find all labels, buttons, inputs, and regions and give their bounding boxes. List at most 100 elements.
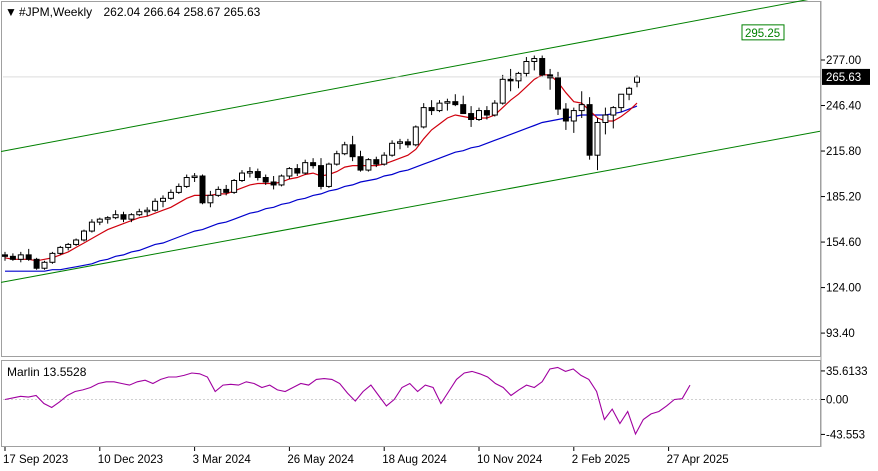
price-tick-label: 124.00 [826,283,861,295]
candle-body [570,110,577,122]
candle-body [239,172,245,181]
candle-body [128,214,135,220]
candle-body [539,58,546,76]
channel-value-box [741,24,785,41]
candle-body [207,194,214,204]
time-tick-label: 18 Aug 2024 [382,454,447,466]
candle-body [610,107,617,116]
candle-body [246,171,253,174]
time-tick-label: 10 Nov 2024 [477,454,543,466]
time-tick-label: 17 Sep 2023 [3,454,68,466]
collapse-arrow-icon[interactable]: ▼ [5,5,17,19]
candle-body [152,200,159,211]
candle-body [160,197,166,202]
candle-body [420,107,427,128]
candle-body [318,165,324,187]
candle-body [65,243,72,248]
candle-body [586,104,593,156]
candle-body [231,179,238,193]
candle-body [333,153,340,165]
candle-body [547,74,554,79]
candle-body [499,78,506,104]
candlesticks [2,55,640,270]
price-tick-label: 215.80 [826,146,861,158]
candle-body [634,76,640,83]
candle-body [88,221,95,232]
candle-body [175,185,182,193]
candle-body [310,162,317,167]
candle-body [468,113,475,121]
candle-body [452,101,459,106]
price-tick-label: 93.40 [826,328,855,340]
oscillator-line [4,366,691,436]
osc-tick-label: 0.00 [826,394,848,406]
candle-body [254,171,261,179]
candle-body [618,93,625,109]
candle-body [73,239,80,245]
symbol-label: #JPM,Weekly [19,5,92,19]
current-price-badge [822,68,870,85]
candle-body [491,102,498,116]
indicator-title: Marlin 13.5528 [7,365,87,379]
candle-body [9,255,16,260]
candle-body [436,102,443,112]
candle-body [381,154,388,165]
candle-body [183,177,190,187]
candle-body [626,87,633,95]
time-tick-label: 27 Apr 2025 [667,454,729,466]
candle-body [302,162,309,174]
price-tick-label: 246.40 [826,101,861,113]
channel-value-label: 295.25 [745,28,780,40]
candle-body [120,214,127,220]
candle-body [104,217,111,220]
candle-body [215,188,222,196]
price-axis: 277.00 246.40 215.80 185.20 154.60 124.00 93.4… [821,55,861,340]
candle-body [341,144,348,155]
candle-body [389,142,396,156]
oscillator-panel: 35.6133 0.00 -43.553 [3,366,868,441]
candle-body [531,58,538,62]
candle-body [294,168,301,174]
time-axis: 17 Sep 2023 10 Dec 2023 3 Mar 2024 26 May 2… [3,447,729,466]
candle-body [286,168,293,177]
candle-body [349,144,356,158]
candle-body [578,104,585,112]
candle-body [483,110,490,116]
candle-body [357,156,364,171]
time-tick-label: 26 May 2024 [287,454,354,466]
candle-body [25,254,32,260]
candle-body [523,60,530,74]
channel-lower-line [0,130,821,283]
candle-body [96,218,103,223]
candle-body [365,159,372,171]
candle-body [223,188,230,193]
candle-body [112,214,119,219]
price-labels: 265.63 295.25 [3,24,870,85]
candle-body [397,141,403,144]
candle-body [144,209,151,213]
candle-body [191,175,198,179]
candle-body [444,101,451,104]
time-tick-label: 10 Dec 2023 [98,454,163,466]
candle-body [33,258,40,269]
price-tick-label: 277.00 [826,55,861,67]
osc-tick-label: 35.6133 [826,366,868,378]
candle-body [278,175,285,186]
candle-body [562,108,569,122]
ma-slow-line [5,105,638,272]
indicator-panel-frame [1,360,821,447]
candle-body [460,104,467,115]
candle-body [555,77,561,110]
channel-upper-line [0,0,809,152]
candle-body [594,121,601,156]
candle-body [49,252,56,263]
price-tick-label: 154.60 [826,237,861,249]
candle-body [41,261,48,269]
osc-tick-label: -43.553 [826,429,865,441]
candle-body [602,114,609,123]
ohlc-label: 262.04 266.64 258.67 265.63 [103,5,260,19]
trend-channel [0,0,821,283]
candle-body [81,230,87,241]
candle-body [404,141,411,146]
